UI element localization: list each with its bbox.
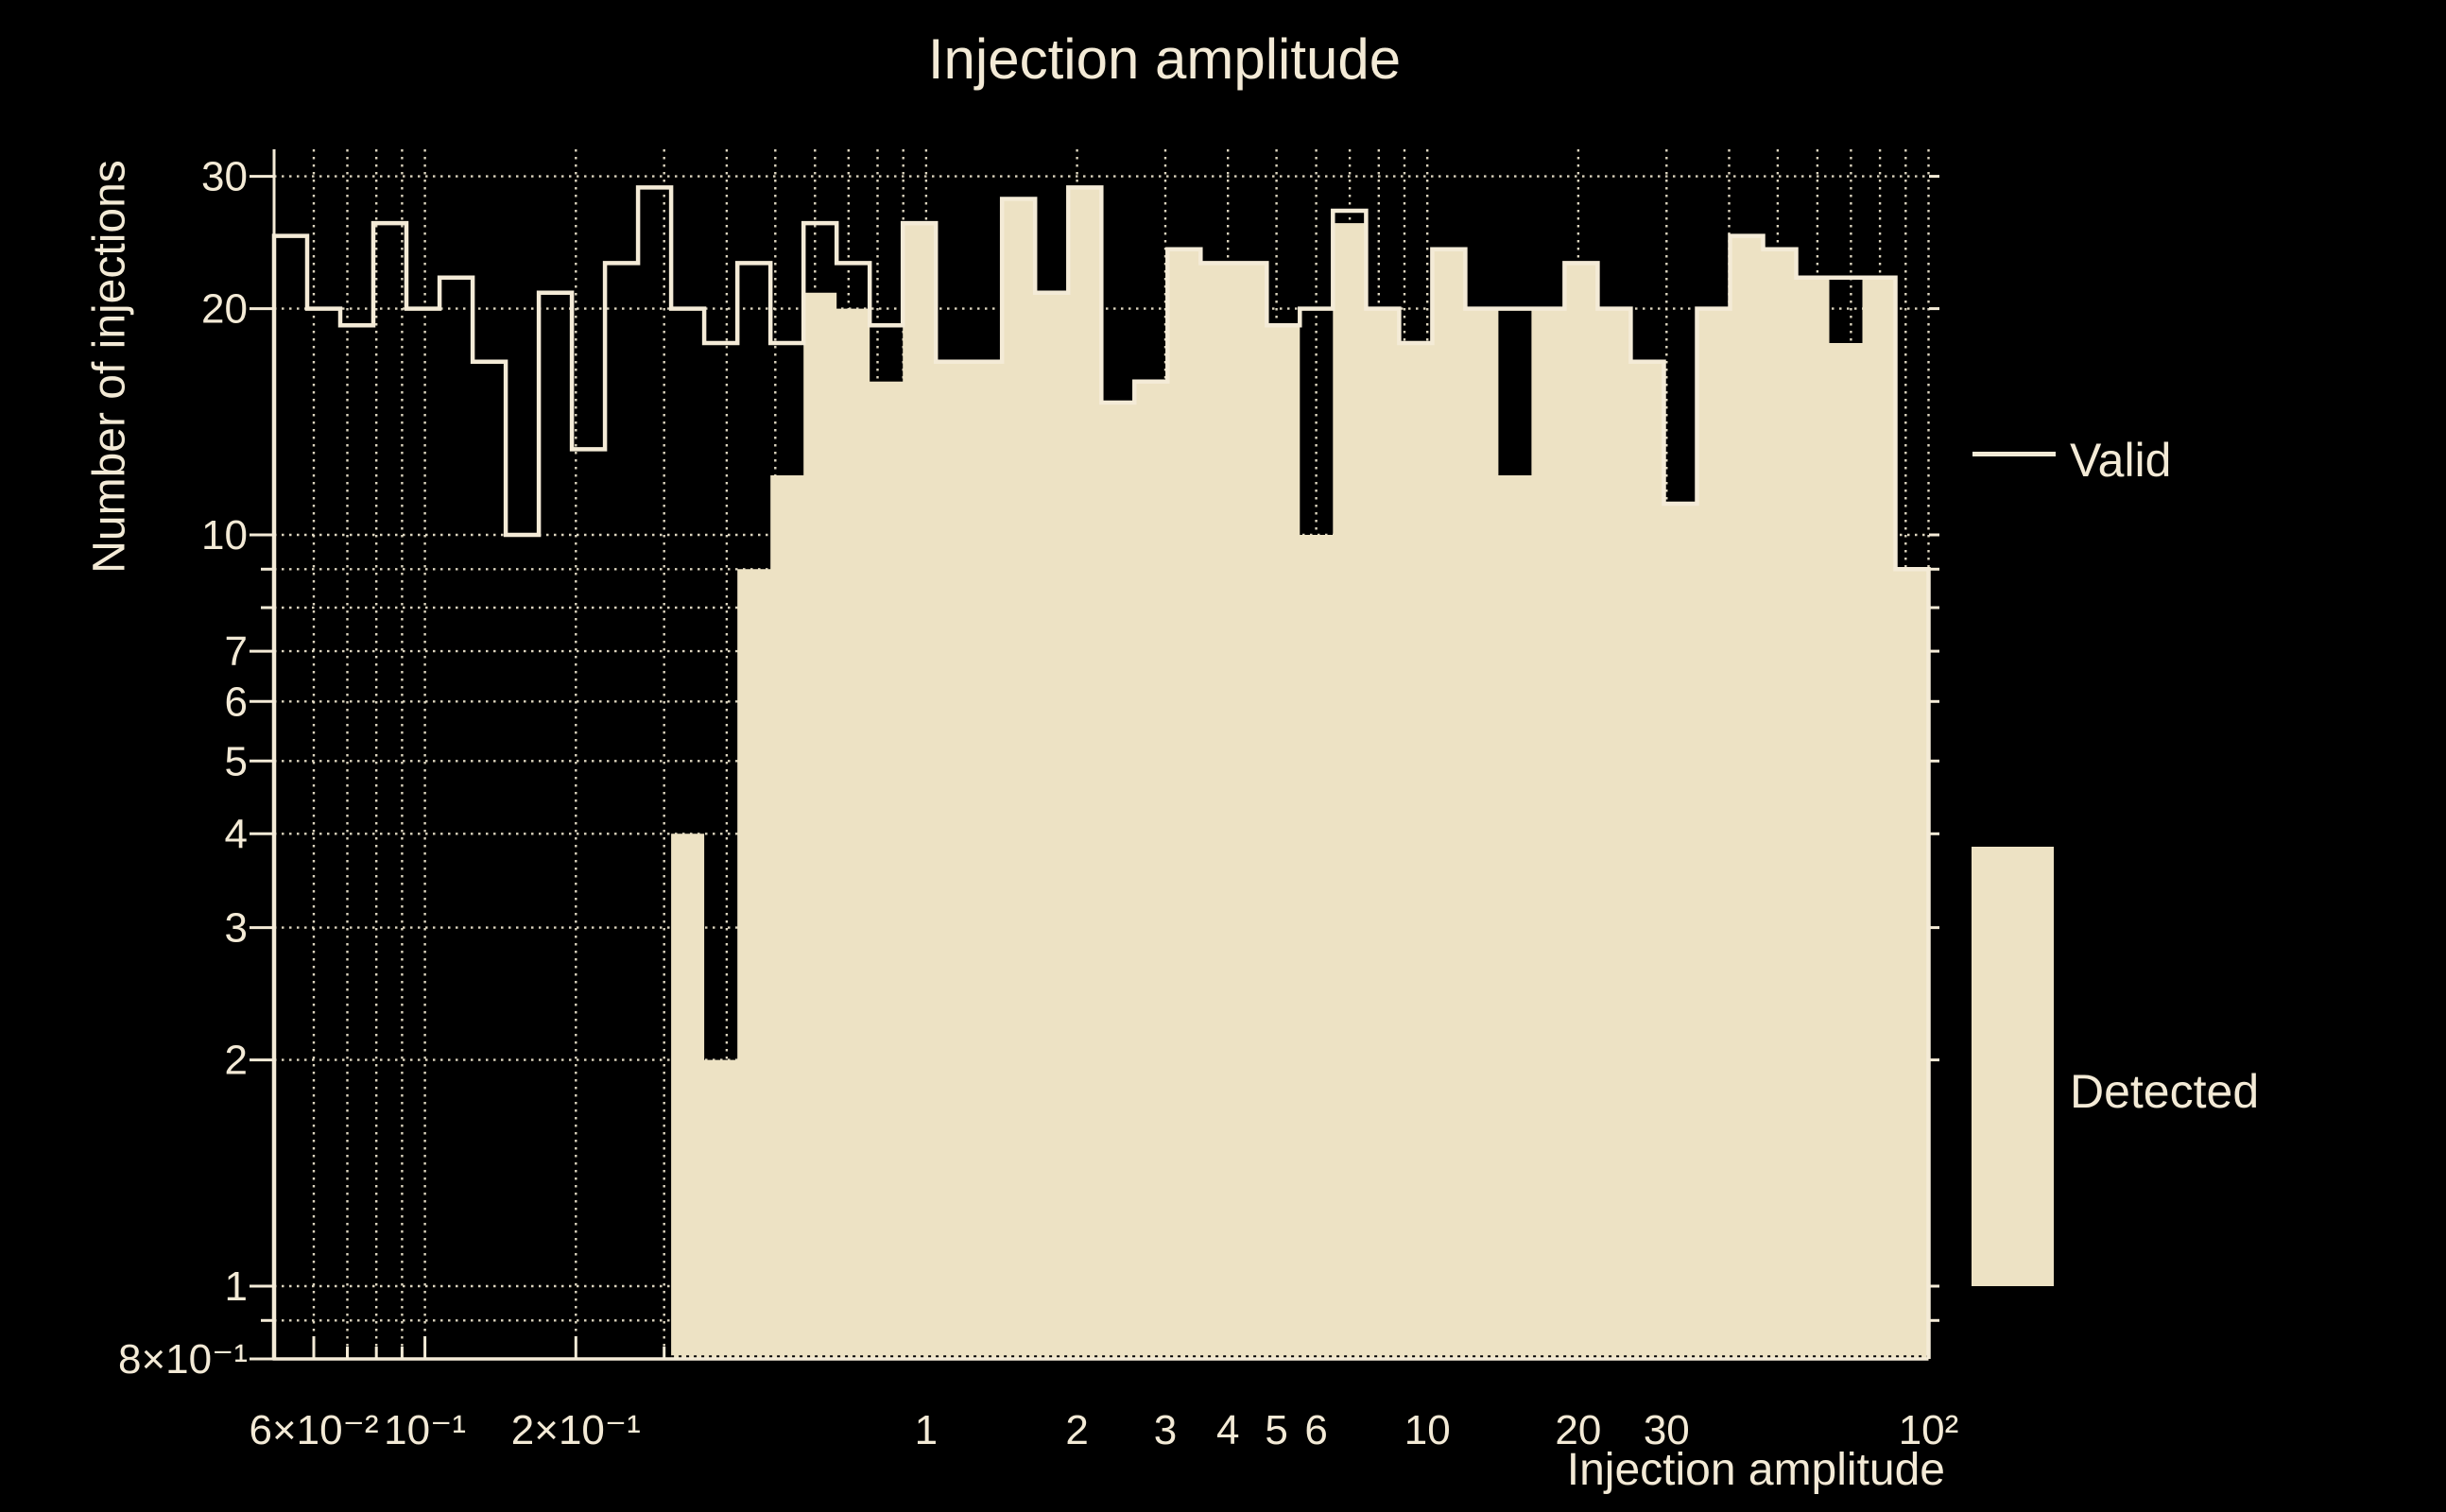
valid-line-swatch xyxy=(1972,452,2056,456)
y-tick-label: 6 xyxy=(225,679,248,725)
x-axis-label: Injection amplitude xyxy=(1566,1445,1945,1495)
legend-valid-label: Valid xyxy=(2070,434,2172,487)
x-tick-label: 10⁻¹ xyxy=(384,1407,466,1453)
y-tick-label: 5 xyxy=(225,738,248,784)
x-tick-label: 20 xyxy=(1555,1407,1601,1453)
x-tick-labels: 6×10⁻² 10⁻¹ 2×10⁻¹ 1 2 3 4 5 6 10 20 30 10² xyxy=(250,1407,1959,1453)
y-tick-label: 8×10⁻¹ xyxy=(118,1336,248,1383)
legend-detected-label: Detected xyxy=(2070,1065,2260,1118)
y-tick-label: 7 xyxy=(225,628,248,675)
x-tick-label: 6 xyxy=(1304,1407,1327,1453)
valid-line xyxy=(271,185,1931,1359)
y-axis-label: Number of injections xyxy=(84,160,135,574)
x-tick-label: 4 xyxy=(1216,1407,1239,1453)
x-tick-label: 30 xyxy=(1644,1407,1690,1453)
y-tick-label: 4 xyxy=(225,811,248,857)
detected-fill xyxy=(274,187,1929,1359)
y-tick-labels: 30 20 10 76 5 4 3 2 1 8×10⁻¹ xyxy=(118,154,248,1383)
x-tick-label: 5 xyxy=(1265,1407,1287,1453)
detected-patch-swatch xyxy=(1972,847,2054,1286)
x-tick-label: 6×10⁻² xyxy=(250,1407,379,1453)
valid-step-outline xyxy=(271,185,1931,1359)
chart-title: Injection amplitude xyxy=(927,27,1402,91)
detected-histogram xyxy=(274,187,1929,1359)
y-tick-label: 3 xyxy=(225,905,248,952)
x-tick-label: 2×10⁻¹ xyxy=(511,1407,641,1453)
y-tick-label: 20 xyxy=(201,286,248,333)
x-tick-label: 1 xyxy=(915,1407,938,1453)
y-tick-label: 1 xyxy=(225,1263,248,1310)
y-tick-label: 10 xyxy=(201,512,248,558)
x-tick-label: 3 xyxy=(1154,1407,1177,1453)
x-tick-label: 2 xyxy=(1065,1407,1088,1453)
y-tick-label: 30 xyxy=(201,154,248,200)
axis-spines xyxy=(272,149,1929,1361)
y-tick-label: 2 xyxy=(225,1038,248,1084)
x-tick-label: 10² xyxy=(1899,1407,1959,1453)
x-tick-label: 10 xyxy=(1404,1407,1451,1453)
